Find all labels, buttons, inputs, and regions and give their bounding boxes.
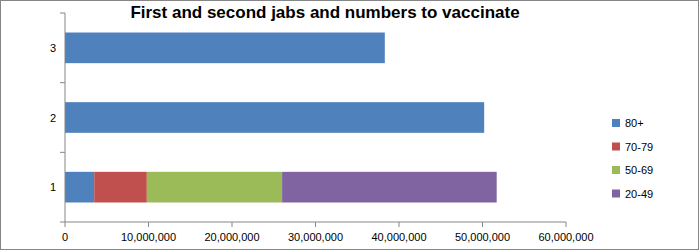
- legend-label: 50-69: [625, 164, 653, 176]
- legend-label: 80+: [625, 117, 644, 129]
- bar: [147, 172, 282, 203]
- y-axis: [65, 13, 66, 222]
- y-tick: [60, 222, 65, 223]
- bar: [65, 33, 385, 64]
- x-tick-label: 50,000,000: [455, 231, 510, 243]
- x-tick: [566, 222, 567, 227]
- bar: [282, 172, 497, 203]
- x-tick-label: 60,000,000: [538, 231, 593, 243]
- bar: [65, 102, 484, 133]
- bar: [94, 172, 147, 203]
- legend-swatch: [612, 143, 620, 151]
- y-tick: [60, 82, 65, 83]
- x-tick: [148, 222, 149, 227]
- y-tick: [60, 13, 65, 14]
- y-tick: [60, 152, 65, 153]
- x-tick: [232, 222, 233, 227]
- category-label: 2: [50, 112, 56, 124]
- legend-label: 20-49: [625, 188, 653, 200]
- legend-swatch: [612, 190, 620, 198]
- x-tick-label: 40,000,000: [371, 231, 426, 243]
- x-tick-label: 10,000,000: [121, 231, 176, 243]
- bar: [65, 172, 94, 203]
- x-tick: [482, 222, 483, 227]
- category-label: 3: [50, 42, 56, 54]
- legend-swatch: [612, 166, 620, 174]
- x-tick-label: 30,000,000: [288, 231, 343, 243]
- legend-swatch: [612, 119, 620, 127]
- chart: 0 10,000,000 20,000,000 30,000,000 40,000,00…: [0, 0, 699, 250]
- title: First and second jabs and numbers to vac…: [130, 3, 519, 22]
- x-tick: [65, 222, 66, 227]
- bars: [65, 33, 497, 203]
- chart-border: [1, 1, 699, 250]
- category-label: 1: [50, 181, 56, 193]
- x-tick-label: 0: [62, 231, 68, 243]
- x-tick: [399, 222, 400, 227]
- x-tick-label: 20,000,000: [204, 231, 259, 243]
- legend-label: 70-79: [625, 141, 653, 153]
- x-tick: [315, 222, 316, 227]
